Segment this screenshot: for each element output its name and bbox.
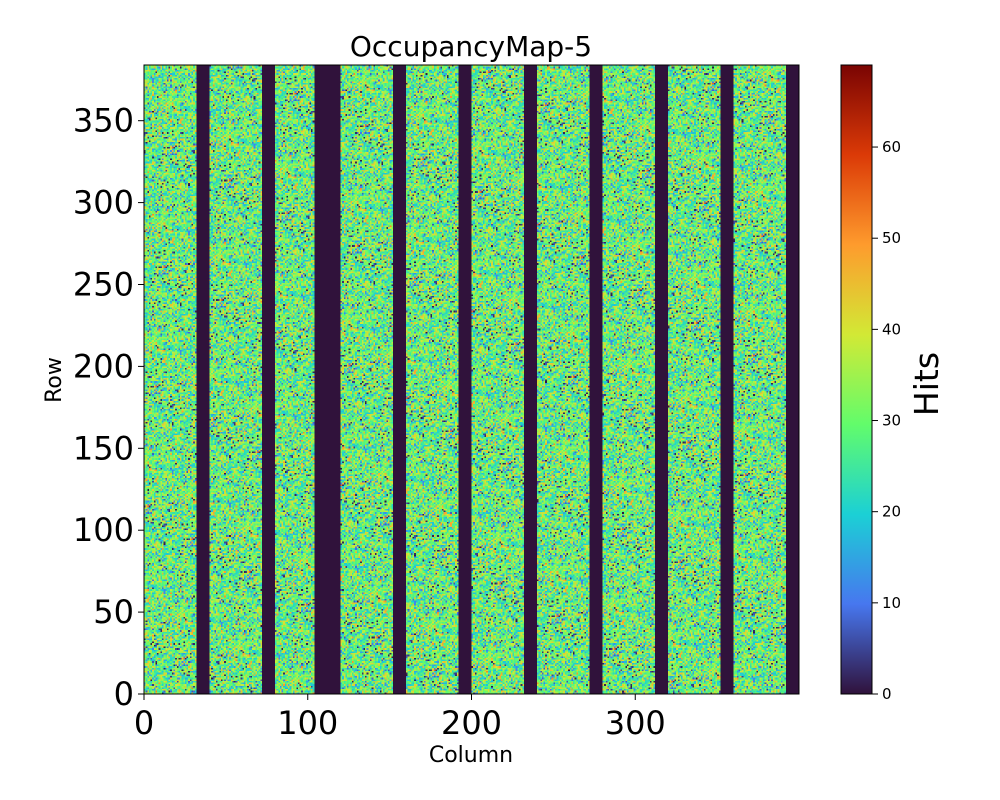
x-tick-label: 300 xyxy=(605,704,666,742)
y-tick-label: 200 xyxy=(73,347,134,385)
heatmap-plot-area xyxy=(143,64,800,695)
heatmap-image xyxy=(144,65,799,694)
colorbar-tick-label: 60 xyxy=(882,138,901,156)
colorbar-label: Hits xyxy=(907,352,946,416)
y-tick-label: 150 xyxy=(73,429,134,467)
y-tick-label: 0 xyxy=(114,675,134,713)
colorbar-tick-label: 20 xyxy=(882,503,901,521)
x-axis: 0 100 200 300 xyxy=(134,694,666,742)
y-tick-label: 350 xyxy=(73,102,134,140)
y-tick-label: 300 xyxy=(73,184,134,222)
colorbar-tick-label: 30 xyxy=(882,412,901,430)
colorbar-tick-label: 40 xyxy=(882,320,901,338)
colorbar-tick-label: 10 xyxy=(882,594,901,612)
y-tick-label: 250 xyxy=(73,265,134,303)
x-axis-label: Column xyxy=(429,743,513,768)
colorbar: 0 10 20 30 40 50 60 Hits xyxy=(840,64,946,703)
colorbar-axis: 0 10 20 30 40 50 60 xyxy=(872,138,901,703)
colorbar-tick-label: 0 xyxy=(882,685,892,703)
colorbar-gradient xyxy=(840,64,873,695)
x-tick-label: 200 xyxy=(441,704,502,742)
colorbar-tick-label: 50 xyxy=(882,229,901,247)
x-tick-label: 100 xyxy=(277,704,338,742)
chart-title: OccupancyMap-5 xyxy=(350,30,592,63)
x-tick-label: 0 xyxy=(134,704,154,742)
y-tick-label: 100 xyxy=(73,511,134,549)
y-tick-label: 50 xyxy=(93,593,134,631)
y-axis-label: Row xyxy=(42,357,67,403)
y-axis: 0 50 100 150 200 250 300 350 xyxy=(73,102,144,713)
